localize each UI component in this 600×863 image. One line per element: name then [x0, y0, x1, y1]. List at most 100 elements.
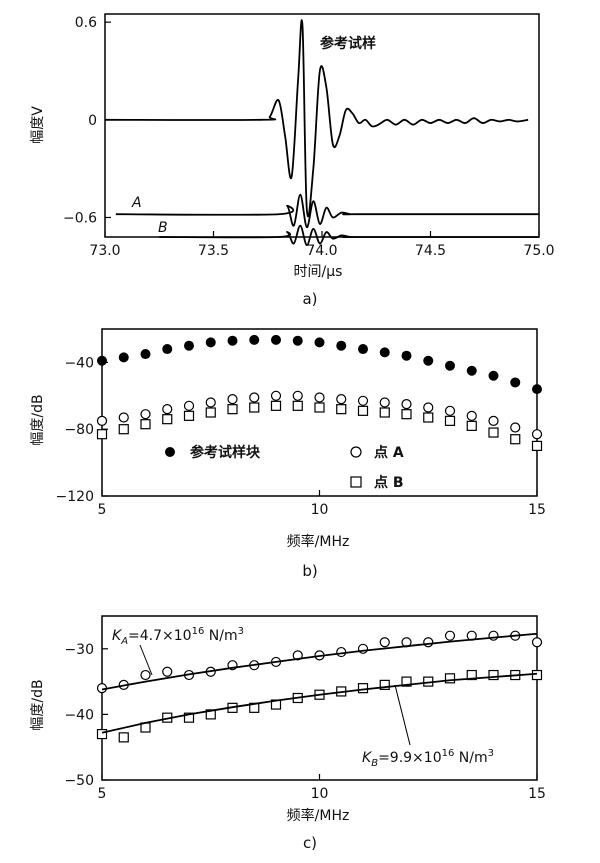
data-point: [270, 390, 282, 401]
data-point: [140, 669, 151, 681]
data-point: [314, 402, 325, 413]
data-point: [97, 355, 107, 366]
data-point: [444, 415, 456, 426]
data-point: [183, 400, 195, 411]
data-point: [162, 666, 173, 677]
panel-a-y-axis-label: 幅度V: [30, 106, 46, 144]
series-line-参考试样: [104, 19, 529, 218]
kb-exponent: 16: [442, 748, 455, 759]
x-tick-label: 74.0: [306, 243, 337, 259]
data-point: [510, 422, 521, 433]
panel-c-y-axis-label: 幅度/dB: [30, 679, 46, 730]
data-point: [357, 395, 369, 406]
legend-marker-point-a: [350, 446, 362, 458]
ka-unit: N/m: [204, 628, 237, 644]
data-point: [401, 409, 412, 420]
y-tick-label: 0.6: [75, 15, 97, 31]
panel-c-leader-b: [394, 684, 411, 746]
panel-a-label-b: B: [158, 220, 168, 236]
panel-a-x-axis-label: 时间/μs: [294, 264, 343, 280]
data-point: [466, 410, 477, 421]
data-point: [249, 402, 260, 413]
data-point: [270, 400, 282, 411]
series-line-B-fit: [101, 672, 538, 734]
data-point: [488, 669, 499, 681]
data-point: [96, 415, 108, 426]
y-tick-label: −80: [64, 422, 94, 438]
panel-b-y-axis-label: 幅度/dB: [30, 394, 46, 445]
kb-value: =9.9×10: [378, 750, 442, 766]
y-tick-label: −50: [64, 773, 94, 789]
data-point: [336, 394, 347, 405]
data-point: [314, 392, 325, 403]
data-point: [444, 673, 456, 684]
data-point: [162, 414, 173, 425]
panel-c-series: [96, 630, 543, 743]
y-tick-label: −120: [56, 489, 94, 505]
x-tick-label: 15: [528, 502, 546, 518]
data-point: [227, 335, 238, 346]
data-point: [249, 334, 260, 345]
data-point: [488, 427, 499, 438]
data-point: [357, 683, 369, 694]
data-point: [205, 407, 216, 418]
x-tick-label: 10: [311, 502, 329, 518]
data-point: [292, 390, 303, 401]
legend-marker-reference: [165, 447, 175, 457]
data-point: [423, 412, 434, 423]
kb-unit: N/m: [454, 750, 487, 766]
data-point: [292, 335, 303, 346]
data-point: [96, 728, 108, 740]
x-tick-label: 74.5: [415, 243, 446, 259]
data-point: [249, 392, 260, 403]
data-point: [183, 410, 195, 421]
panel-c-ticks: 5 10 15 −30 −40 −50: [64, 642, 545, 802]
ka-symbol: K: [112, 628, 123, 644]
data-point: [444, 630, 456, 641]
data-point: [96, 429, 108, 440]
data-point: [532, 384, 542, 395]
data-point: [184, 340, 194, 351]
data-point: [379, 637, 390, 648]
data-point: [314, 337, 325, 348]
data-point: [227, 394, 238, 405]
data-point: [271, 334, 281, 345]
data-point: [118, 732, 129, 743]
data-point: [379, 397, 390, 408]
panel-c-annotation-ka: KA=4.7×1016 N/m3: [112, 626, 244, 647]
kb-unit-exponent: 3: [488, 748, 494, 759]
data-point: [423, 355, 434, 366]
kb-subscript: B: [371, 758, 378, 769]
data-point: [445, 360, 455, 371]
data-point: [336, 646, 347, 658]
panel-b-x-axis-label: 频率/MHz: [287, 533, 350, 550]
ka-exponent: 16: [192, 626, 205, 637]
panel-b-series: [96, 334, 543, 451]
y-tick-label: −30: [64, 642, 94, 658]
data-point: [401, 350, 412, 361]
panel-c-annotation-kb: KB=9.9×1016 N/m3: [362, 748, 494, 769]
panel-a-reference-label: 参考试样: [320, 35, 376, 52]
panel-b-spectrum-chart: 5 10 15 −40 −80 −120 幅度/dB 频率/MHz b) 参考试样块 点 …: [30, 328, 546, 580]
x-tick-label: 15: [528, 786, 546, 802]
data-point: [227, 404, 238, 415]
data-point: [510, 434, 521, 445]
x-tick-label: 73.5: [198, 243, 229, 259]
panel-a-waveform-chart: 73.0 73.5 74.0 74.5 75.0 0.6 0 −0.6 幅度V 时间/μs a…: [30, 13, 555, 308]
data-point: [401, 399, 412, 410]
data-point: [379, 347, 390, 358]
data-point: [118, 424, 129, 435]
data-point: [140, 349, 151, 360]
data-point: [510, 377, 521, 388]
data-point: [336, 404, 347, 415]
panel-a-series: [104, 19, 539, 247]
data-point: [357, 405, 369, 416]
x-tick-label: 5: [98, 502, 107, 518]
data-point: [488, 370, 499, 381]
panel-a-label-a: A: [131, 195, 142, 211]
y-tick-label: −0.6: [63, 210, 97, 226]
data-point: [423, 637, 434, 648]
ka-unit-exponent: 3: [238, 626, 244, 637]
data-point: [140, 419, 151, 430]
